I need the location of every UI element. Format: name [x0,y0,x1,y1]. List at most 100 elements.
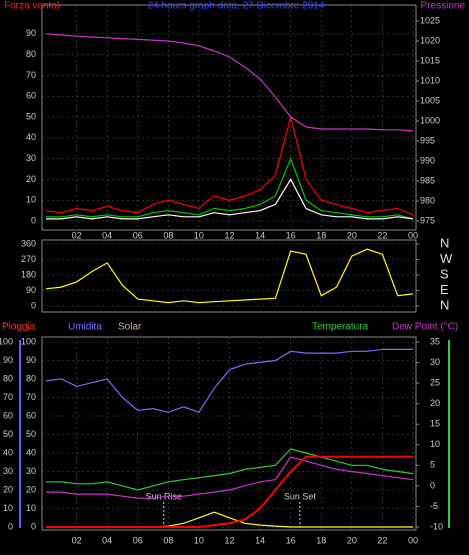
y2-tick-label: 980 [420,195,435,205]
y-tick-label: 50 [3,429,13,439]
y2-tick-label: 985 [420,175,435,185]
y2-tick-label: -5 [430,501,438,511]
panel-frame [41,4,417,231]
x-tick-label: 04 [102,535,112,545]
axis-label: Forza vento) [4,1,60,12]
x-tick-label: 06 [133,230,143,240]
y2-tick-label: S [440,266,449,281]
y2-tick-label: 5 [430,460,435,470]
x-tick-label: 20 [347,230,357,240]
axis-label: Pressione [421,1,466,12]
y2-tick-label: 1005 [420,95,440,105]
y-tick-label: 30 [26,153,36,163]
x-tick-label: 12 [224,230,234,240]
series-line [46,156,414,220]
y2-tick-label: E [440,282,449,297]
x-tick-label: 02 [72,230,82,240]
x-tick-label: 22 [377,230,387,240]
y-tick-label: 90 [26,28,36,38]
y-tick-label: 50 [26,111,36,121]
y-tick-label: 40 [3,447,13,457]
y-tick-label: 90 [26,285,36,295]
x-tick-label: 16 [286,535,296,545]
y-tick-label: 30 [26,466,36,476]
y-tick-label: 70 [3,392,13,402]
axis-label: Solar [118,322,142,333]
series-line [45,348,413,414]
y-tick-label: 10 [26,195,36,205]
x-tick-label: 12 [224,535,234,545]
y2-tick-label: 975 [420,215,435,225]
series-line [45,116,414,216]
x-tick-label: 10 [194,230,204,240]
y-tick-label: 270 [21,254,36,264]
x-tick-label: 10 [194,535,204,545]
y-tick-label: 80 [26,49,36,59]
x-tick-label: 08 [163,535,173,545]
y-tick-label: 20 [26,484,36,494]
y-tick-label: 50 [26,429,36,439]
y2-tick-label: 1000 [420,115,440,125]
series-line [46,455,413,528]
y2-tick-label: -10 [430,521,443,531]
y-tick-label: 180 [21,269,36,279]
x-tick-label: 14 [255,230,265,240]
axis-label: Temperatura [312,322,369,333]
x-tick-label: 00 [408,535,418,545]
panel-frame [41,336,417,531]
axis-label: Pioggia [2,322,36,333]
annotation: Sun Set [284,491,317,501]
y2-tick-label: 10 [430,439,440,449]
x-tick-label: 02 [72,535,82,545]
x-tick-label: 14 [255,535,265,545]
x-tick-label: 04 [102,230,112,240]
y-tick-label: 100 [21,336,36,346]
chart-title: 24 hours graph data, 27 Dicembre 2014 [148,1,325,12]
y-tick-label: 60 [26,410,36,420]
y2-tick-label: 25 [430,377,440,387]
y-tick-label: 0 [31,521,36,531]
y2-tick-label: 1020 [420,35,440,45]
series-line [45,248,414,304]
y-tick-label: 10 [26,503,36,513]
y-tick-label: 80 [3,373,13,383]
x-tick-label: 00 [408,230,418,240]
series-line [46,178,414,220]
x-tick-label: 22 [377,535,387,545]
y-tick-label: 0 [8,521,13,531]
x-tick-label: 08 [163,230,173,240]
y-tick-label: 20 [26,174,36,184]
x-tick-label: 18 [316,230,326,240]
x-tick-label: 20 [347,535,357,545]
y-tick-label: 30 [3,466,13,476]
y-tick-label: 80 [26,373,36,383]
y2-tick-label: 1015 [420,55,440,65]
y-tick-label: 0 [31,300,36,310]
y2-tick-label: 1010 [420,75,440,85]
y-tick-label: 360 [21,238,36,248]
x-tick-label: 16 [286,230,296,240]
y2-tick-label: 1025 [420,15,440,25]
y2-tick-label: 20 [430,398,440,408]
y2-tick-label: N [440,297,449,312]
x-tick-label: 18 [316,535,326,545]
series-line [46,448,414,491]
y-tick-label: 90 [26,355,36,365]
y-tick-label: 100 [0,336,13,346]
panel-frame [41,239,417,313]
y2-tick-label: 35 [430,336,440,346]
axis-label: Dew Point (°C) [392,322,458,333]
y2-tick-label: 990 [420,155,435,165]
y2-tick-label: 0 [430,480,435,490]
y-tick-label: 40 [26,447,36,457]
y-tick-label: 10 [3,503,13,513]
y2-tick-label: 995 [420,135,435,145]
y2-tick-label: 30 [430,357,440,367]
y-tick-label: 40 [26,132,36,142]
y2-tick-label: W [440,251,453,266]
series-line [45,33,414,132]
series-line [46,456,414,499]
y2-tick-label: 15 [430,419,440,429]
x-tick-label: 06 [133,535,143,545]
